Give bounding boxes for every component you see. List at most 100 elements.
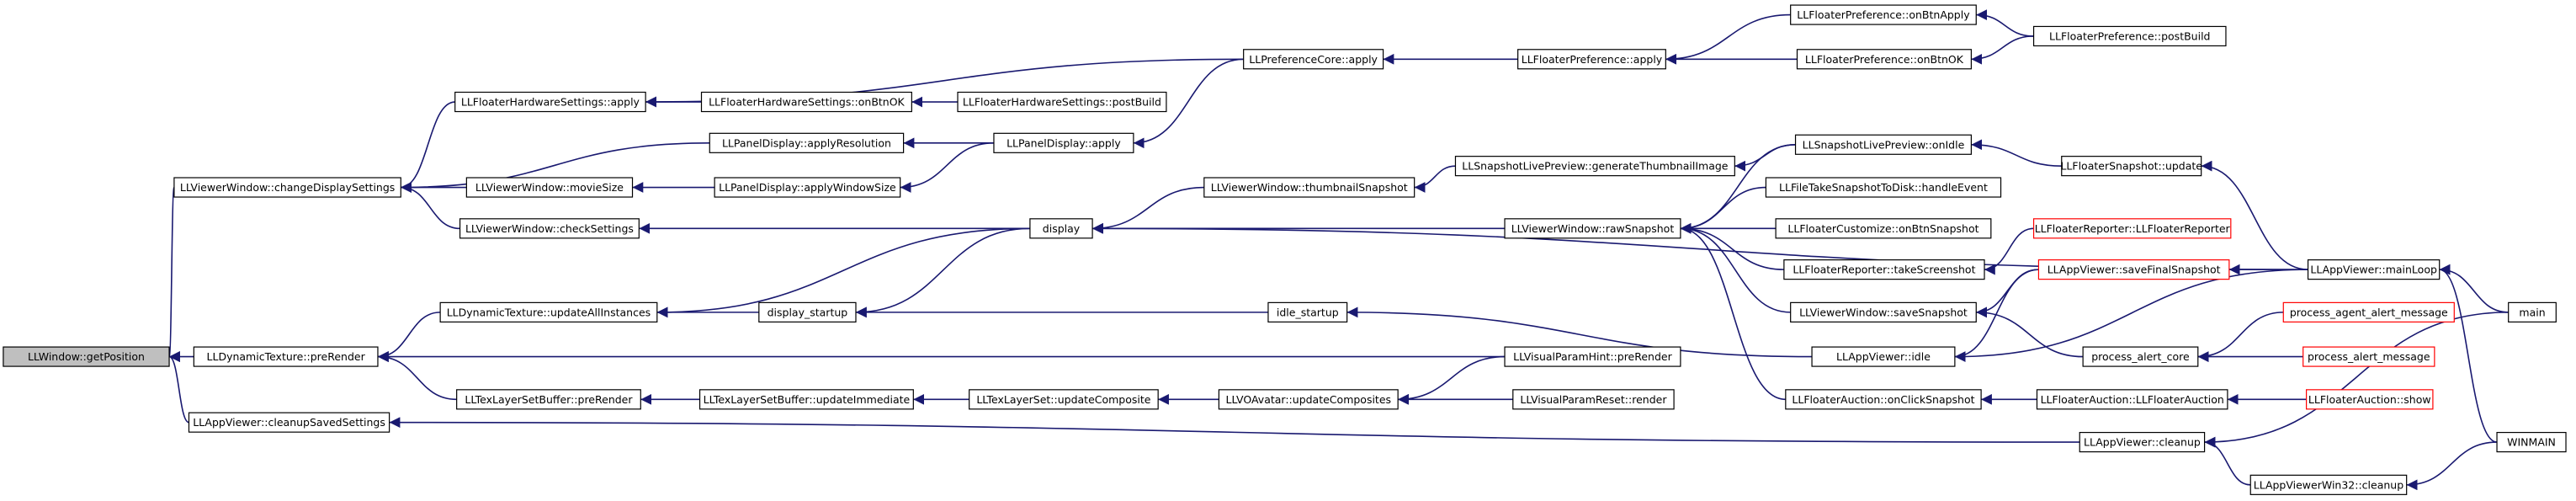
node-label: LLFloaterSnapshot::update	[2060, 160, 2202, 173]
node[interactable]: LLViewerWindow::checkSettings	[459, 218, 640, 239]
node[interactable]: LLFloaterAuction::onClickSnapshot	[1785, 389, 1982, 410]
node-box	[698, 389, 914, 410]
node[interactable]: LLTexLayerSetBuffer::preRender	[456, 389, 641, 410]
call-edge	[2439, 264, 2498, 443]
nodes: LLWindow::getPosition LLViewerWindow::cha…	[3, 4, 2567, 495]
node[interactable]: LLViewerWindow::rawSnapshot	[1504, 218, 1681, 239]
node-label: LLPreferenceCore::apply	[1249, 53, 1378, 66]
node[interactable]: LLFileTakeSnapshotToDisk::handleEvent	[1765, 177, 2002, 198]
node-box	[1790, 4, 1977, 25]
node-box	[465, 177, 634, 198]
node[interactable]: LLTexLayerSet::updateComposite	[969, 389, 1159, 410]
edges	[168, 9, 2509, 491]
node[interactable]: LLAppViewer::cleanup	[2079, 431, 2206, 453]
call-edge	[1976, 269, 2039, 318]
node-label: LLSnapshotLivePreview::generateThumbnail…	[1462, 160, 1728, 173]
call-edge	[168, 186, 181, 362]
node[interactable]: LLFloaterSnapshot::update	[2060, 156, 2202, 177]
call-edge	[1680, 222, 1784, 270]
node[interactable]: LLFloaterPreference::onBtnApply	[1790, 4, 1977, 25]
node[interactable]: LLPreferenceCore::apply	[1243, 49, 1384, 70]
node-label: LLViewerWindow::saveSnapshot	[1799, 306, 1968, 318]
node[interactable]: LLSnapshotLivePreview::generateThumbnail…	[1454, 156, 1735, 177]
node[interactable]: LLWindow::getPosition	[3, 346, 170, 367]
node-label: LLVOAvatar::updateComposites	[1225, 393, 1391, 406]
node-label: LLFloaterReporter::LLFloaterReporter	[2035, 222, 2231, 235]
node[interactable]: LLFloaterAuction::LLFloaterAuction	[2036, 389, 2228, 410]
node[interactable]: LLVisualParamHint::preRender	[1504, 346, 1681, 367]
node[interactable]: LLFloaterPreference::postBuild	[2032, 25, 2227, 47]
node[interactable]: LLFloaterHardwareSettings::apply	[454, 91, 646, 113]
node[interactable]: LLAppViewer::idle	[1811, 346, 1956, 367]
call-edge	[2197, 312, 2284, 362]
node-box	[969, 389, 1159, 410]
node-box	[1811, 346, 1956, 367]
node-label: LLFloaterCustomize::onBtnSnapshot	[1787, 222, 1978, 235]
node[interactable]: LLFloaterCustomize::onBtnSnapshot	[1775, 218, 1992, 239]
node[interactable]: LLFloaterReporter::takeScreenshot	[1783, 259, 1985, 280]
node-box	[1218, 389, 1399, 410]
node[interactable]: LLPanelDisplay::applyResolution	[709, 132, 905, 153]
node-label: LLVisualParamReset::render	[1520, 393, 1667, 406]
node[interactable]: process_agent_alert_message	[2282, 301, 2455, 322]
node-label: WINMAIN	[2507, 436, 2556, 449]
node-box	[2082, 346, 2199, 367]
node[interactable]: LLVOAvatar::updateComposites	[1218, 389, 1399, 410]
node[interactable]: LLTexLayerSetBuffer::updateImmediate	[698, 389, 914, 410]
node-box	[2302, 346, 2435, 367]
node[interactable]: LLAppViewer::mainLoop	[2307, 259, 2441, 280]
call-edge	[1680, 222, 1786, 401]
call-edge	[855, 227, 1030, 318]
node-label: LLFileTakeSnapshotToDisk::handleEvent	[1779, 181, 1988, 194]
node[interactable]: LLViewerWindow::changeDisplaySettings	[173, 177, 401, 198]
call-edge	[1971, 35, 2034, 65]
node[interactable]: LLViewerWindow::saveSnapshot	[1790, 301, 1977, 322]
node[interactable]: LLViewerWindow::thumbnailSnapshot	[1203, 177, 1415, 198]
node-box	[1504, 346, 1681, 367]
node[interactable]: LLDynamicTexture::preRender	[193, 346, 379, 367]
node[interactable]: LLSnapshotLivePreview::onIdle	[1794, 134, 1972, 155]
call-edge	[1665, 13, 1791, 65]
node[interactable]: process_alert_message	[2302, 346, 2435, 367]
node-label: LLFloaterAuction::LLFloaterAuction	[2041, 393, 2224, 406]
node[interactable]: display_startup	[758, 301, 857, 322]
node-label: LLWindow::getPosition	[28, 350, 145, 363]
node-label: process_alert_core	[2091, 350, 2190, 363]
node[interactable]: idle_startup	[1267, 301, 1348, 322]
node-box	[1517, 49, 1666, 70]
node[interactable]: LLPanelDisplay::apply	[993, 132, 1134, 153]
node[interactable]: LLFloaterPreference::onBtnOK	[1796, 49, 1973, 70]
node[interactable]: LLFloaterReporter::LLFloaterReporter	[2032, 218, 2232, 239]
call-edge	[377, 351, 457, 401]
node-label: LLDynamicTexture::preRender	[207, 350, 366, 363]
node-label: process_alert_message	[2308, 350, 2430, 363]
node-label: LLFloaterHardwareSettings::onBtnOK	[709, 96, 905, 109]
node-box	[1512, 389, 1675, 410]
node[interactable]: main	[2508, 301, 2557, 322]
node[interactable]: LLDynamicTexture::updateAllInstances	[439, 301, 658, 322]
node-label: LLViewerWindow::checkSettings	[465, 222, 634, 235]
node[interactable]: process_alert_core	[2082, 346, 2199, 367]
node-box	[173, 177, 401, 198]
node[interactable]: LLAppViewer::saveFinalSnapshot	[2037, 259, 2230, 280]
node-label: LLViewerWindow::movieSize	[475, 181, 624, 194]
node-box	[2037, 259, 2230, 280]
node-label: LLAppViewerWin32::cleanup	[2254, 478, 2403, 491]
node[interactable]: LLFloaterHardwareSettings::onBtnOK	[700, 91, 912, 113]
node-box	[2061, 156, 2202, 177]
node[interactable]: LLFloaterPreference::apply	[1517, 49, 1666, 70]
node[interactable]: LLPanelDisplay::applyWindowSize	[714, 177, 901, 198]
node[interactable]: LLFloaterHardwareSettings::postBuild	[957, 91, 1167, 113]
node[interactable]: LLFloaterAuction::show	[2306, 389, 2434, 410]
call-edge	[401, 182, 460, 230]
node-box	[993, 132, 1134, 153]
node[interactable]: LLVisualParamReset::render	[1512, 389, 1675, 410]
node[interactable]: WINMAIN	[2496, 431, 2567, 453]
node-label: LLPanelDisplay::apply	[1006, 136, 1121, 149]
node[interactable]: LLAppViewer::cleanupSavedSettings	[188, 412, 390, 433]
node[interactable]: display	[1029, 218, 1093, 239]
node[interactable]: LLAppViewerWin32::cleanup	[2249, 474, 2408, 495]
node[interactable]: LLViewerWindow::movieSize	[465, 177, 634, 198]
node-box	[2079, 431, 2206, 453]
node-label: LLSnapshotLivePreview::onIdle	[1803, 138, 1965, 151]
